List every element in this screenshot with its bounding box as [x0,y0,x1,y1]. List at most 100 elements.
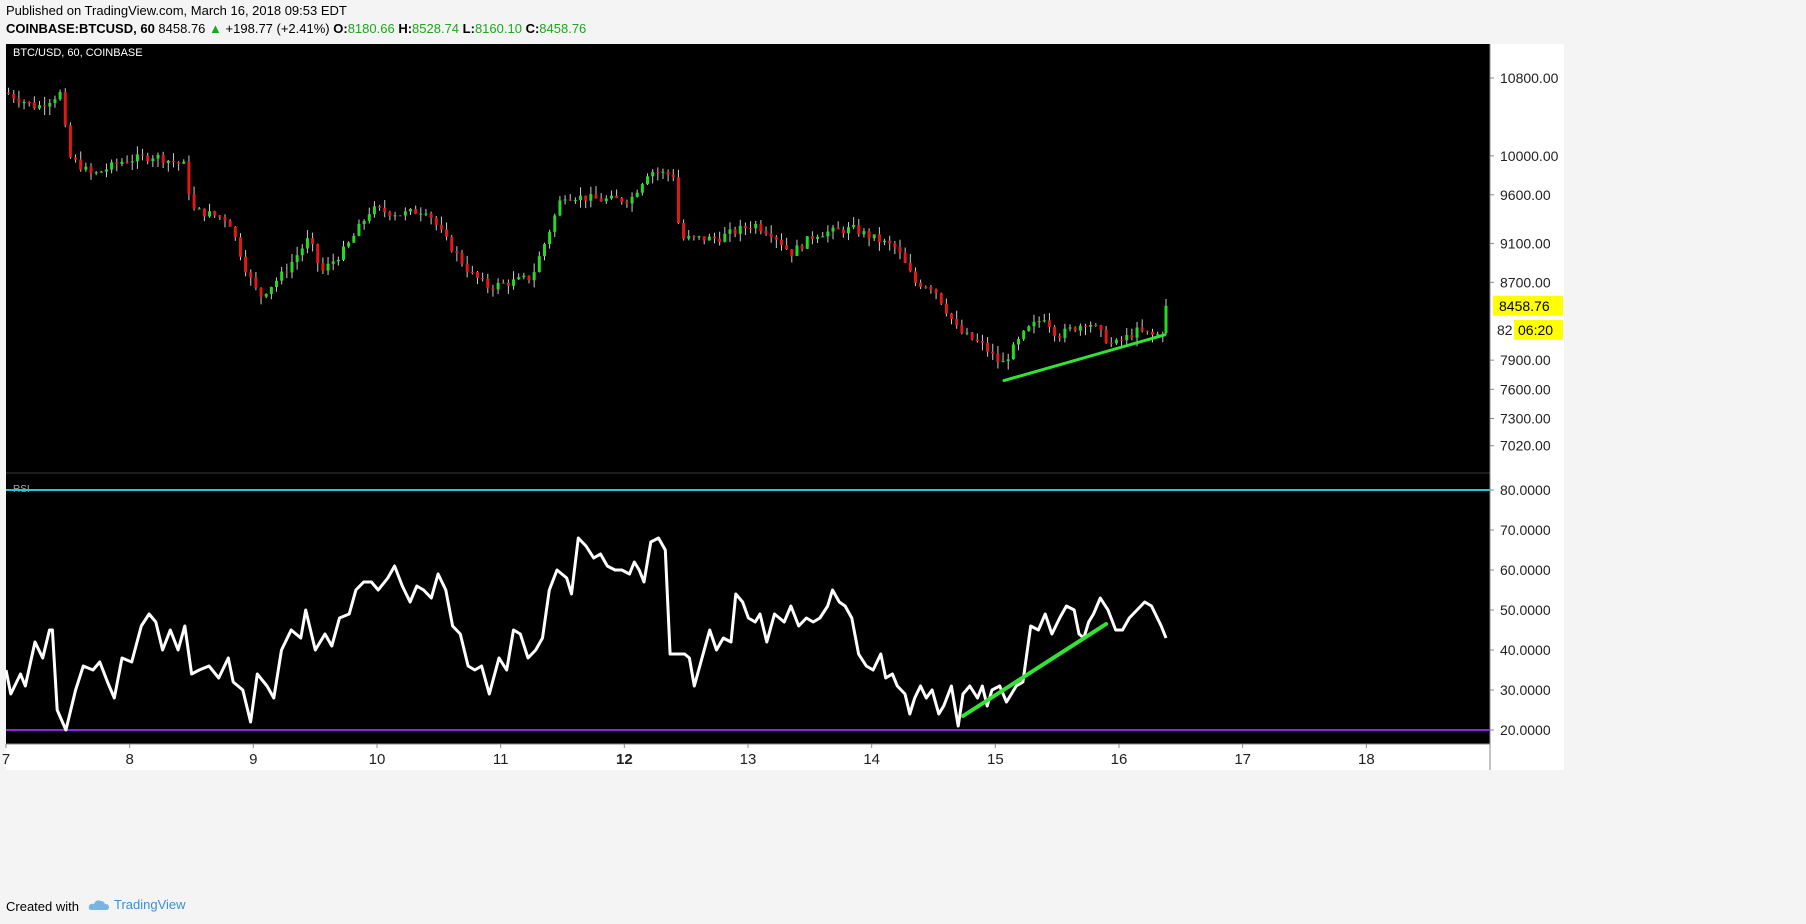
tradingview-brand: TradingView [114,897,186,912]
candle-down [841,229,845,234]
candle-down [682,223,686,239]
candle-up [589,194,593,201]
candle-up [795,245,799,256]
candle-down [944,303,948,314]
low-label: L: [462,21,475,36]
candle-down [975,339,979,342]
candle-up [537,256,541,273]
price-trendline [1002,333,1167,383]
candle-up [821,236,825,238]
candle-down [527,275,531,281]
candle-down [810,236,814,239]
time-axis-label: 8 [125,751,133,768]
candle-up [367,214,371,221]
candle-up [630,196,634,204]
candle-down [259,287,263,297]
rsi-axis-label: 80.0000 [1500,482,1551,498]
candle-down [743,225,747,229]
high-label: H: [398,21,413,36]
candle-up [697,236,701,238]
candle-down [779,239,783,246]
time-axis-label: 14 [863,751,880,768]
time-axis-label: 16 [1111,751,1128,768]
candle-down [615,195,619,199]
candle-up [805,236,809,249]
candle-down [450,236,454,252]
candle-down [481,277,485,279]
tradingview-logo[interactable]: TradingView [88,897,186,912]
candle-down [470,272,474,274]
candle-down [774,237,778,240]
candle-up [135,154,139,162]
candle-up [707,236,711,241]
candle-down [599,198,603,202]
candle-up [290,261,294,273]
candle-down [692,236,696,238]
time-axis-label: 9 [249,751,257,768]
candle-down [919,282,923,287]
candle-up [300,248,304,256]
candle-down [1058,336,1062,338]
candle-up [826,231,830,237]
candle-down [1073,327,1077,331]
candle-down [759,223,763,232]
candle-up [305,238,309,249]
candle-up [635,192,639,197]
candle-up [331,261,335,264]
chart-header: Published on TradingView.com, March 16, … [0,0,1806,44]
candle-down [929,287,933,290]
candle-down [445,229,449,237]
candle-down [218,215,222,217]
candle-down [836,227,840,230]
rsi-axis-label: 50.0000 [1500,602,1551,618]
last-price-tag-label: 8458.76 [1499,298,1550,314]
candle-up [640,184,644,193]
candle-up [862,231,866,235]
candle-down [285,271,289,273]
rsi-trendline [960,622,1109,718]
candle-up [264,293,268,297]
candle-up [347,242,351,247]
candle-down [115,162,119,164]
candle-up [269,286,273,294]
candle-up [110,162,114,170]
candle-up [1156,334,1160,336]
open-label: O: [333,21,348,36]
candle-down [950,313,954,320]
rsi-axis-label: 60.0000 [1500,562,1551,578]
candle-up [496,282,500,290]
plot-background [6,44,1490,744]
candle-down [460,252,464,264]
chart-area[interactable]: 10800.0010000.009600.009100.008700.00790… [0,44,1806,892]
candle-down [249,272,253,278]
rsi-axis-label: 30.0000 [1500,682,1551,698]
candle-down [934,289,938,294]
candle-up [1089,325,1093,327]
candle-up [563,199,567,201]
candle-down [171,160,175,163]
candle-up [558,200,562,216]
time-axis-label: 13 [740,751,757,768]
candle-up [1068,327,1072,329]
candle-up [197,208,201,210]
rsi-axis-label: 40.0000 [1500,642,1551,658]
candle-down [713,236,717,239]
candle-up [1011,344,1015,360]
candle-down [434,218,438,225]
last-price: 8458.76 [158,21,206,36]
partial-axis-label: 82 [1497,322,1513,338]
candle-up [393,215,397,217]
candle-down [398,215,402,217]
candle-down [939,293,943,304]
symbol-ohlc-line: COINBASE:BTCUSD, 60 8458.76 ▲ +198.77 (+… [6,21,586,36]
candle-up [1027,326,1031,331]
candle-up [156,154,160,159]
low-value: 8160.10 [474,21,522,36]
time-axis-label: 17 [1234,751,1251,768]
candle-down [800,245,804,249]
candle-down [414,209,418,214]
rsi-line [4,536,1168,732]
candle-up [1078,325,1082,331]
time-axis-label: 10 [369,751,386,768]
candle-down [89,166,93,174]
